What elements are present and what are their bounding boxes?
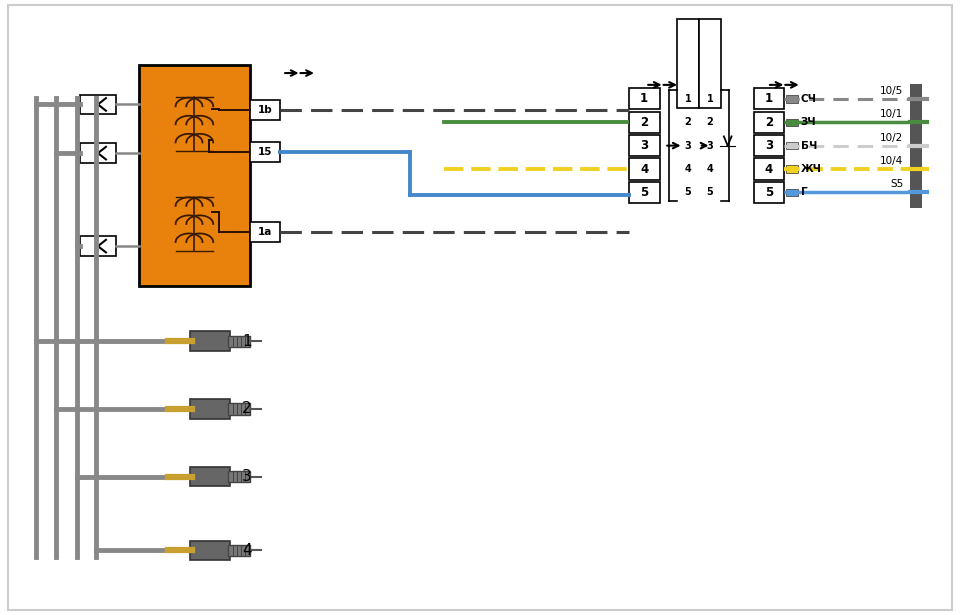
FancyBboxPatch shape	[910, 84, 922, 208]
Text: ЖЧ: ЖЧ	[801, 164, 822, 174]
Text: БЧ: БЧ	[801, 141, 817, 151]
FancyBboxPatch shape	[250, 222, 280, 242]
FancyBboxPatch shape	[629, 135, 660, 156]
Text: 2: 2	[707, 117, 713, 127]
Text: 2: 2	[765, 116, 773, 129]
Text: 3: 3	[707, 141, 713, 151]
Text: S5: S5	[890, 180, 903, 189]
Text: 2: 2	[640, 116, 648, 129]
FancyBboxPatch shape	[228, 545, 250, 556]
FancyBboxPatch shape	[786, 142, 798, 149]
FancyBboxPatch shape	[139, 65, 250, 286]
Text: 4: 4	[640, 162, 648, 175]
Text: 10/1: 10/1	[880, 109, 903, 119]
FancyBboxPatch shape	[754, 182, 784, 203]
FancyBboxPatch shape	[250, 142, 280, 162]
Text: 3: 3	[684, 141, 691, 151]
Text: 3: 3	[765, 139, 773, 152]
FancyBboxPatch shape	[754, 112, 784, 133]
FancyBboxPatch shape	[786, 165, 798, 173]
FancyBboxPatch shape	[228, 471, 250, 482]
Text: 1: 1	[242, 334, 252, 349]
FancyBboxPatch shape	[190, 331, 230, 351]
FancyBboxPatch shape	[80, 95, 116, 114]
Text: СЧ: СЧ	[801, 94, 817, 104]
FancyBboxPatch shape	[80, 236, 116, 256]
FancyBboxPatch shape	[80, 143, 116, 163]
FancyBboxPatch shape	[786, 119, 798, 126]
Text: 5: 5	[684, 188, 691, 197]
Text: 4: 4	[684, 164, 691, 174]
FancyBboxPatch shape	[629, 112, 660, 133]
Text: 10/5: 10/5	[880, 86, 903, 96]
Text: Г: Г	[801, 188, 807, 197]
Text: 1: 1	[640, 92, 648, 105]
Text: 4: 4	[242, 543, 252, 558]
Text: 2: 2	[684, 117, 691, 127]
Text: 1a: 1a	[258, 227, 272, 237]
FancyBboxPatch shape	[629, 89, 660, 109]
Text: ЗЧ: ЗЧ	[801, 117, 816, 127]
FancyBboxPatch shape	[190, 541, 230, 560]
Text: 4: 4	[765, 162, 773, 175]
FancyBboxPatch shape	[754, 159, 784, 180]
Text: 10/4: 10/4	[880, 156, 903, 166]
Text: 3: 3	[242, 469, 252, 484]
FancyBboxPatch shape	[629, 182, 660, 203]
Text: 1b: 1b	[257, 105, 273, 115]
Text: 1: 1	[684, 94, 691, 104]
FancyBboxPatch shape	[754, 89, 784, 109]
FancyBboxPatch shape	[786, 95, 798, 103]
FancyBboxPatch shape	[629, 159, 660, 180]
Text: 2: 2	[242, 402, 252, 416]
Text: 15: 15	[257, 147, 273, 157]
FancyBboxPatch shape	[228, 336, 250, 347]
Text: 5: 5	[765, 186, 773, 199]
Text: 3: 3	[640, 139, 648, 152]
FancyBboxPatch shape	[190, 399, 230, 419]
FancyBboxPatch shape	[250, 100, 280, 120]
FancyBboxPatch shape	[699, 19, 721, 108]
Text: 5: 5	[707, 188, 713, 197]
Text: 10/2: 10/2	[880, 133, 903, 143]
FancyBboxPatch shape	[228, 403, 250, 415]
Text: 5: 5	[640, 186, 648, 199]
Text: 1: 1	[765, 92, 773, 105]
FancyBboxPatch shape	[190, 467, 230, 486]
FancyBboxPatch shape	[677, 19, 699, 108]
FancyBboxPatch shape	[754, 135, 784, 156]
FancyBboxPatch shape	[786, 189, 798, 196]
Text: 4: 4	[707, 164, 713, 174]
Text: 1: 1	[707, 94, 713, 104]
